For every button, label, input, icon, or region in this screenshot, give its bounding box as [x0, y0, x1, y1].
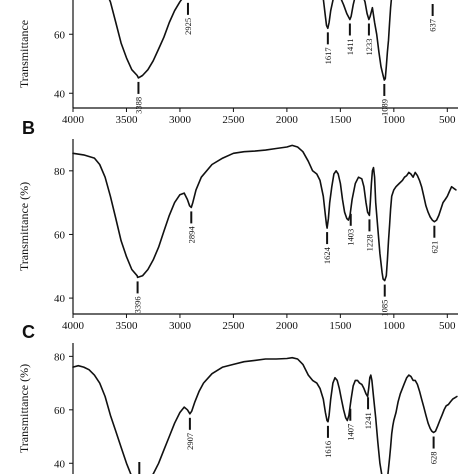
y-tick-label: 40 [54, 293, 66, 305]
x-tick-label: 3500 [115, 320, 138, 332]
peak-label: 1617 [323, 47, 333, 64]
peak-label: 1624 [322, 246, 332, 264]
peak-label: 1411 [345, 39, 355, 56]
panel-2: 40 60 80 4000 3500 3000 2500 2000 1500 1000 500 Tra… [17, 118, 458, 332]
panel-1: 40 60 4000 3500 3000 2500 2000 1500 1000 500 Trans… [17, 0, 458, 126]
peak-label: 2907 [185, 433, 195, 450]
peak-label: 2894 [186, 226, 196, 244]
x-tick-label: 3500 [115, 114, 138, 126]
x-tick-label: 4000 [62, 114, 85, 126]
x-tick-label: 3000 [169, 320, 192, 332]
x-tick-label: 1000 [383, 114, 406, 126]
peak-label: 1228 [364, 234, 374, 251]
y-tick-label: 60 [54, 29, 66, 41]
panel-letter: B [22, 118, 35, 138]
x-tick-label: 500 [439, 320, 456, 332]
y-tick-label: 40 [54, 458, 66, 470]
peak-label: 1241 [363, 412, 373, 429]
y-tick-label: 80 [54, 351, 66, 363]
peak-label: 628 [429, 452, 439, 465]
y-tick-label: 40 [54, 88, 66, 100]
peak-label: 3396 [133, 296, 143, 313]
x-tick-label: 2500 [222, 320, 245, 332]
x-tick-label: 1500 [329, 114, 352, 126]
y-tick-label: 60 [54, 405, 66, 417]
y-tick-label: 80 [54, 166, 66, 178]
y-tick-label: 60 [54, 229, 66, 241]
panel-3: 40 60 80 Transmittance (%) C 2907 1616 1407 1241… [17, 322, 458, 474]
x-tick-label: 1000 [383, 320, 406, 332]
spectrum-line [72, 356, 458, 474]
peak-label: 3388 [133, 97, 143, 114]
y-axis-title: Transmittance (%) [17, 364, 31, 453]
x-tick-label: 500 [439, 114, 456, 126]
spectrum-line [72, 144, 457, 282]
peak-label: 621 [429, 241, 439, 254]
y-axis-title: Transmittance (%) [17, 182, 31, 271]
y-axis-title: Transmittance [17, 20, 31, 88]
x-tick-label: 2000 [276, 320, 299, 332]
peak-label: 1089 [379, 99, 389, 116]
x-tick-label: 4000 [62, 320, 85, 332]
peak-label: 1233 [364, 39, 374, 56]
x-tick-label: 1500 [329, 320, 352, 332]
peak-label: 1403 [346, 229, 356, 246]
spectrum-line [322, 0, 393, 81]
peak-label: 637 [428, 19, 438, 32]
x-tick-label: 2500 [222, 114, 245, 126]
x-tick-label: 3000 [169, 114, 192, 126]
peak-label: 1085 [380, 300, 390, 317]
peak-label: 1407 [345, 424, 355, 441]
x-tick-label: 2000 [276, 114, 299, 126]
spectrum-line [108, 0, 183, 79]
peak-label: 2925 [183, 18, 193, 35]
peak-label: 1616 [323, 441, 333, 458]
panel-letter: C [22, 322, 35, 342]
